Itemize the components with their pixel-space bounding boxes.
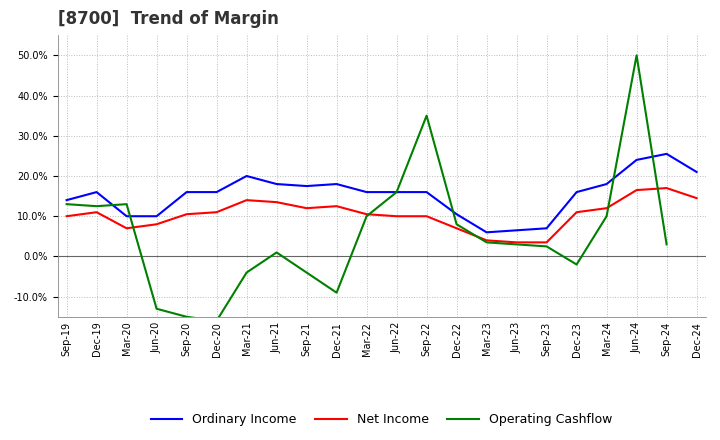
Ordinary Income [693,169,701,175]
Operating Cashflow [602,213,611,219]
Ordinary Income [422,190,431,195]
Operating Cashflow [422,113,431,118]
Operating Cashflow [212,318,221,323]
Operating Cashflow [392,190,401,195]
Ordinary Income [572,190,581,195]
Operating Cashflow [302,270,311,275]
Ordinary Income [602,181,611,187]
Line: Ordinary Income: Ordinary Income [66,154,697,232]
Net Income [153,222,161,227]
Ordinary Income [182,190,191,195]
Operating Cashflow [632,53,641,58]
Net Income [122,226,131,231]
Operating Cashflow [333,290,341,295]
Net Income [572,209,581,215]
Text: [8700]  Trend of Margin: [8700] Trend of Margin [58,10,279,28]
Ordinary Income [62,198,71,203]
Net Income [452,226,461,231]
Net Income [302,205,311,211]
Operating Cashflow [362,213,371,219]
Operating Cashflow [482,240,491,245]
Operating Cashflow [122,202,131,207]
Ordinary Income [542,226,551,231]
Ordinary Income [212,190,221,195]
Operating Cashflow [572,262,581,267]
Ordinary Income [153,213,161,219]
Net Income [62,213,71,219]
Legend: Ordinary Income, Net Income, Operating Cashflow: Ordinary Income, Net Income, Operating C… [151,413,612,426]
Net Income [422,213,431,219]
Operating Cashflow [153,306,161,312]
Net Income [602,205,611,211]
Ordinary Income [452,212,461,217]
Net Income [632,187,641,193]
Net Income [513,240,521,245]
Operating Cashflow [92,204,101,209]
Net Income [242,198,251,203]
Ordinary Income [362,190,371,195]
Net Income [333,204,341,209]
Net Income [693,195,701,201]
Net Income [662,185,671,191]
Net Income [542,240,551,245]
Ordinary Income [333,181,341,187]
Operating Cashflow [242,270,251,275]
Line: Net Income: Net Income [66,188,697,242]
Ordinary Income [272,181,281,187]
Net Income [182,212,191,217]
Ordinary Income [392,190,401,195]
Net Income [212,209,221,215]
Net Income [272,199,281,205]
Operating Cashflow [62,202,71,207]
Line: Operating Cashflow: Operating Cashflow [66,55,667,321]
Net Income [392,213,401,219]
Operating Cashflow [542,244,551,249]
Ordinary Income [662,151,671,157]
Net Income [92,209,101,215]
Operating Cashflow [182,314,191,319]
Operating Cashflow [272,250,281,255]
Operating Cashflow [513,242,521,247]
Ordinary Income [92,190,101,195]
Ordinary Income [242,173,251,179]
Net Income [362,212,371,217]
Net Income [482,238,491,243]
Operating Cashflow [452,222,461,227]
Ordinary Income [632,157,641,162]
Ordinary Income [482,230,491,235]
Ordinary Income [122,213,131,219]
Ordinary Income [302,183,311,189]
Operating Cashflow [662,242,671,247]
Ordinary Income [513,227,521,233]
